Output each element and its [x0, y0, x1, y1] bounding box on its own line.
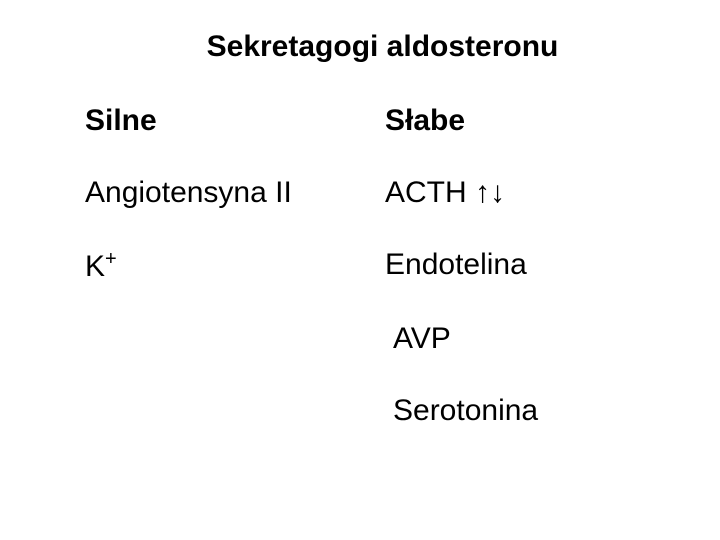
slide-title: Sekretagogi aldosteronu	[125, 30, 640, 64]
strong-item-1: Angiotensyna II	[85, 176, 385, 210]
weak-item-2: Endotelina	[385, 248, 640, 284]
strong-header: Silne	[85, 104, 385, 138]
strong-item-2: K+	[85, 248, 385, 284]
weak-item-1: ACTH ↑↓	[385, 176, 640, 210]
weak-header: Słabe	[385, 104, 640, 138]
content-grid: Silne Słabe Angiotensyna II ACTH ↑↓ K+ E…	[85, 104, 640, 284]
weak-item-4: Serotonina	[393, 394, 640, 428]
weak-item-3: AVP	[393, 322, 640, 356]
